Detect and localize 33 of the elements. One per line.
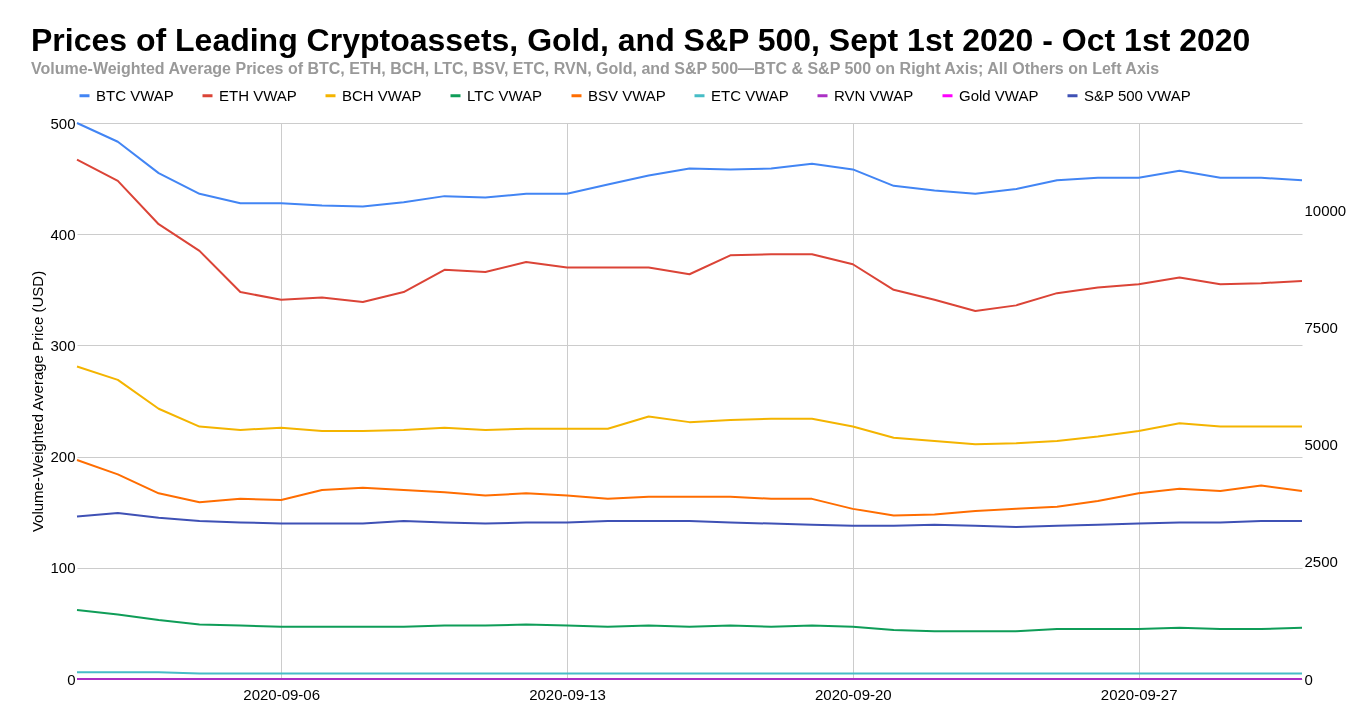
legend-label: ETH VWAP	[219, 86, 297, 104]
legend-label: BTC VWAP	[96, 86, 174, 104]
y-tick-label: 500	[50, 114, 76, 132]
y2-tick-label: 0	[1304, 670, 1313, 688]
y-tick-label: 100	[50, 559, 76, 577]
y-tick-label: 300	[50, 336, 76, 354]
chart-title: Prices of Leading Cryptoassets, Gold, and S&P 500, Sept 1st 2020 - Oct 1st 2020	[30, 22, 1251, 58]
legend-label: S&P 500 VWAP	[1084, 86, 1191, 104]
legend-label: Gold VWAP	[959, 86, 1039, 104]
y-axis-title: Volume-Weighted Average Price (USD)	[29, 270, 47, 533]
y2-tick-label: 2500	[1304, 553, 1338, 571]
legend-label: BSV VWAP	[588, 86, 666, 104]
chart-subtitle: Volume-Weighted Average Prices of BTC, ETH, BCH, LTC, BSV, ETC, RVN, Gold, and S&P 500—BTC & S&P 500 on Right Axis; All Others on Left Axis	[30, 60, 1160, 77]
legend-label: RVN VWAP	[834, 86, 914, 104]
line-series	[76, 122, 1303, 208]
legend-label: LTC VWAP	[467, 86, 543, 104]
line-series	[76, 158, 1303, 312]
y2-tick-label: 5000	[1304, 436, 1338, 454]
x-tick-label: 2020-09-20	[814, 685, 892, 703]
x-tick-label: 2020-09-06	[243, 685, 321, 703]
legend-label: ETC VWAP	[711, 86, 789, 104]
legend-label: BCH VWAP	[342, 86, 422, 104]
x-tick-label: 2020-09-13	[529, 685, 606, 703]
x-tick-label: 2020-09-27	[1100, 685, 1178, 703]
y-tick-label: 400	[50, 225, 76, 243]
y2-tick-label: 10000	[1304, 201, 1347, 219]
line-series	[76, 609, 1303, 633]
y-tick-label: 0	[67, 670, 76, 688]
y2-tick-label: 7500	[1304, 318, 1338, 336]
line-series	[76, 365, 1303, 446]
line-series	[76, 512, 1303, 529]
y-tick-label: 200	[50, 448, 76, 466]
line-series	[76, 458, 1303, 517]
